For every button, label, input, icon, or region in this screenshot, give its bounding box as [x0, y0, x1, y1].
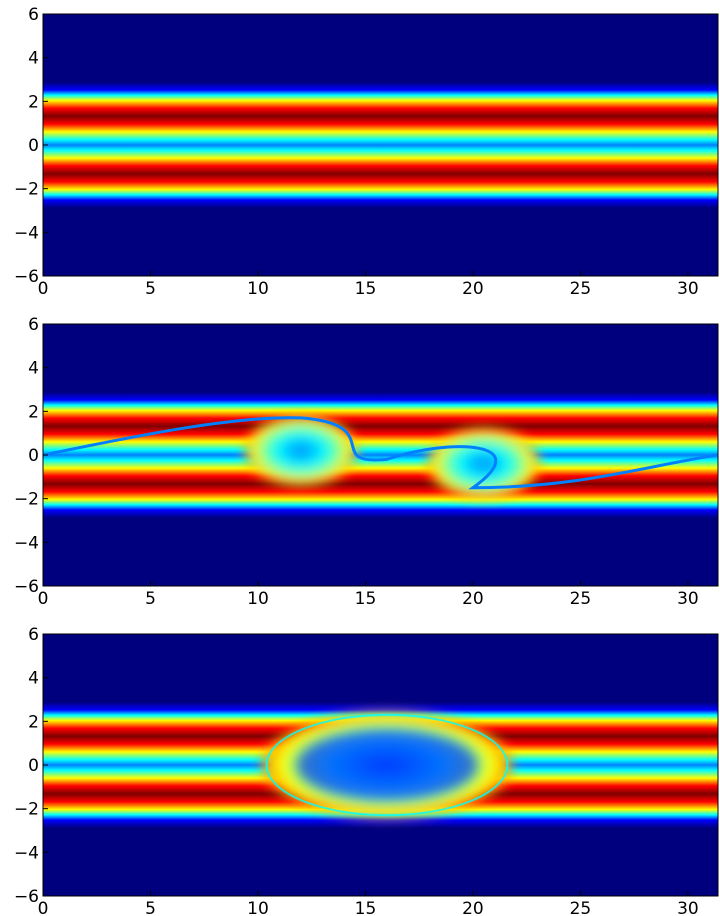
y-tick-label: 6: [28, 625, 39, 645]
x-tick-label: 0: [38, 589, 49, 609]
y-tick-label: −4: [14, 533, 39, 553]
x-tick-label: 15: [355, 589, 377, 609]
y-tick-label: −6: [14, 577, 39, 597]
y-tick-label: 0: [28, 136, 39, 156]
y-tick-label: 2: [28, 712, 39, 732]
y-tick-label: −4: [14, 843, 39, 863]
x-tick-label: 5: [145, 279, 156, 299]
vortex-1: [245, 415, 357, 486]
x-tick-label: 20: [462, 899, 484, 916]
heatmap-panel-3: 6 4 2 0 −2 −4 −6 0 5 10 15 20 25 30: [0, 620, 720, 916]
y-tick-label: −6: [14, 267, 39, 287]
x-tick-label: 10: [247, 279, 269, 299]
heatmap-field: [43, 324, 718, 586]
x-tick-label: 15: [355, 279, 377, 299]
x-tick-label: 0: [38, 279, 49, 299]
x-tick-label: 25: [570, 279, 592, 299]
heatmap-panel-2: 6 4 2 0 −2 −4 −6 0 5 10 15 20 25 30: [0, 310, 720, 616]
vortex-ring: [265, 713, 509, 817]
y-tick-label: −4: [14, 223, 39, 243]
y-tick-label: −2: [14, 800, 39, 820]
x-tick-label: 25: [570, 899, 592, 916]
x-tick-label: 20: [462, 589, 484, 609]
y-tick-label: −6: [14, 887, 39, 907]
x-tick-label: 5: [145, 589, 156, 609]
x-tick-label: 5: [145, 899, 156, 916]
x-tick-label: 20: [462, 279, 484, 299]
x-tick-label: 30: [677, 589, 699, 609]
y-tick-label: 6: [28, 315, 39, 335]
separatrix-line: [43, 416, 718, 490]
y-tick-label: 0: [28, 446, 39, 466]
heatmap-field: [43, 14, 718, 276]
y-tick-label: 0: [28, 756, 39, 776]
y-tick-label: 2: [28, 92, 39, 112]
x-tick-label: 15: [355, 899, 377, 916]
y-tick-label: 4: [28, 49, 39, 69]
x-tick-label: 10: [247, 589, 269, 609]
y-tick-label: 4: [28, 669, 39, 689]
y-tick-label: 2: [28, 402, 39, 422]
heatmap-bands: [43, 324, 718, 586]
heatmap-bands: [43, 14, 718, 276]
x-tick-label: 0: [38, 899, 49, 916]
x-tick-label: 25: [570, 589, 592, 609]
heatmap-panel-1: 6 4 2 0 −2 −4 −6 0 5 10 15 20 25 30: [0, 0, 720, 306]
y-tick-label: −2: [14, 180, 39, 200]
x-tick-label: 30: [677, 279, 699, 299]
y-tick-label: 4: [28, 359, 39, 379]
y-tick-label: −2: [14, 490, 39, 510]
x-tick-label: 30: [677, 899, 699, 916]
vortex-core: [296, 730, 478, 800]
y-tick-label: 6: [28, 5, 39, 25]
heatmap-field: [43, 634, 718, 896]
x-tick-label: 10: [247, 899, 269, 916]
